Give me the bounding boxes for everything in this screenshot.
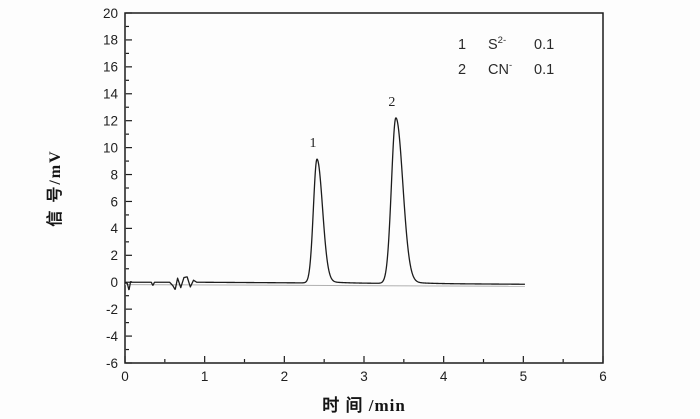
legend-ion-name: CN- (488, 60, 513, 78)
legend-row-2: 2 CN- 0.1 (458, 58, 564, 83)
x-tick-label: 1 (201, 369, 209, 384)
y-tick-label: -2 (106, 302, 118, 317)
x-tick-label: 5 (520, 369, 528, 384)
x-tick-label: 3 (360, 369, 368, 384)
y-tick-label: 18 (103, 33, 118, 48)
y-tick-label: 10 (103, 140, 118, 155)
y-tick-label: 20 (103, 6, 118, 21)
y-tick-label: 4 (110, 221, 118, 236)
x-tick-label: 0 (121, 369, 129, 384)
x-axis-label: 时 间 /min (322, 396, 406, 415)
legend: 1 S2- 0.1 2 CN- 0.1 (458, 33, 564, 83)
y-tick-label: 12 (103, 113, 118, 128)
y-tick-label: -6 (106, 356, 118, 371)
peak-1-annotation: 1 (309, 136, 317, 152)
legend-concentration: 0.1 (534, 37, 555, 53)
legend-peak-number: 2 (458, 62, 467, 78)
y-tick-label: -4 (106, 329, 118, 344)
legend-peak-number: 1 (458, 37, 467, 53)
y-axis-label: 信 号/mV (47, 149, 64, 227)
legend-concentration: 0.1 (534, 62, 555, 78)
plot-frame (124, 12, 604, 364)
y-tick-label: 8 (110, 167, 118, 182)
y-tick-label: 16 (103, 60, 118, 75)
peak-2-annotation: 2 (388, 94, 396, 110)
legend-ion-charge: 2- (497, 35, 507, 47)
legend-row-1: 1 S2- 0.1 (458, 33, 564, 58)
y-tick-label: 2 (110, 248, 118, 263)
signal-trace (124, 117, 526, 291)
y-tick-label: 0 (110, 275, 118, 290)
baseline-echo (124, 284, 525, 287)
x-tick-label: 6 (599, 369, 607, 384)
legend-ion-name: S2- (488, 35, 507, 53)
x-tick-label: 2 (281, 369, 289, 384)
x-tick-label: 4 (440, 369, 448, 384)
y-tick-label: 6 (110, 194, 118, 209)
legend-ion-charge: - (508, 60, 513, 72)
y-tick-label: 14 (103, 87, 119, 102)
